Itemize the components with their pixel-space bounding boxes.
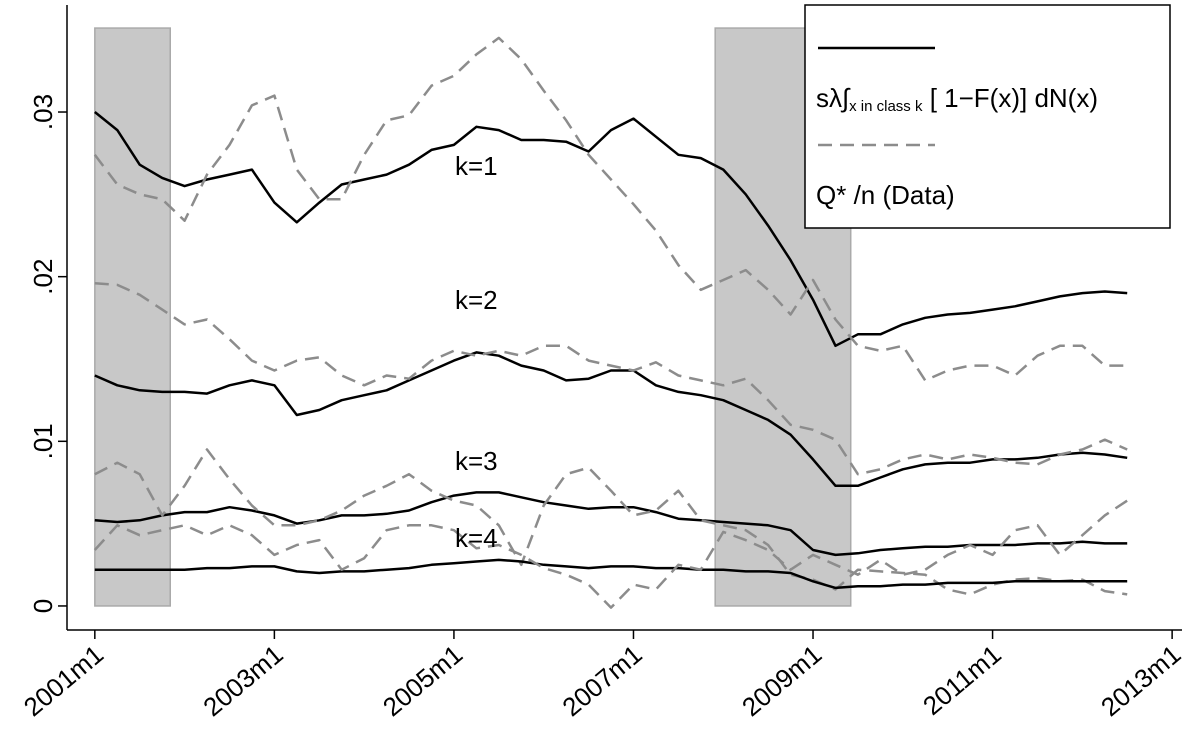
y-tick-label: 0 xyxy=(28,599,58,613)
legend-label-part: [ 1−F(x)] dN(x) xyxy=(922,83,1098,113)
y-tick-label: .01 xyxy=(28,423,58,459)
annotation: k=2 xyxy=(455,285,498,315)
data-line xyxy=(93,36,1128,382)
annotation: k=1 xyxy=(455,151,498,181)
y-tick-label: .02 xyxy=(28,259,58,295)
data-line xyxy=(94,282,1128,476)
shaded-region xyxy=(94,27,171,607)
model-line xyxy=(94,558,1128,590)
x-tick-label: 2005m1 xyxy=(377,639,468,722)
x-tick-label: 2013m1 xyxy=(1095,639,1186,722)
annotation: k=3 xyxy=(455,446,498,476)
model-line xyxy=(94,351,1128,488)
model-line xyxy=(94,111,1128,348)
x-tick-label: 2003m1 xyxy=(197,639,288,722)
x-tick-label: 2007m1 xyxy=(556,639,647,722)
legend-box xyxy=(804,4,1171,229)
annotation: k=4 xyxy=(455,523,498,553)
legend-label-part: x in class k xyxy=(849,98,923,115)
x-tick-label: 2001m1 xyxy=(18,639,109,722)
data-line xyxy=(93,499,1128,609)
legend-label: Q* /n (Data) xyxy=(816,180,955,210)
legend-label: sλ∫x in class k [ 1−F(x)] dN(x) xyxy=(816,83,1098,115)
y-tick-label: .03 xyxy=(28,94,58,130)
x-tick-label: 2011m1 xyxy=(917,639,1007,721)
legend: sλ∫x in class k [ 1−F(x)] dN(x) Q* /n (Da… xyxy=(804,4,1171,229)
data-line xyxy=(94,448,1128,596)
legend-label-part: sλ∫ xyxy=(816,83,851,113)
model-line xyxy=(94,491,1128,557)
x-tick-label: 2009m1 xyxy=(736,639,827,722)
